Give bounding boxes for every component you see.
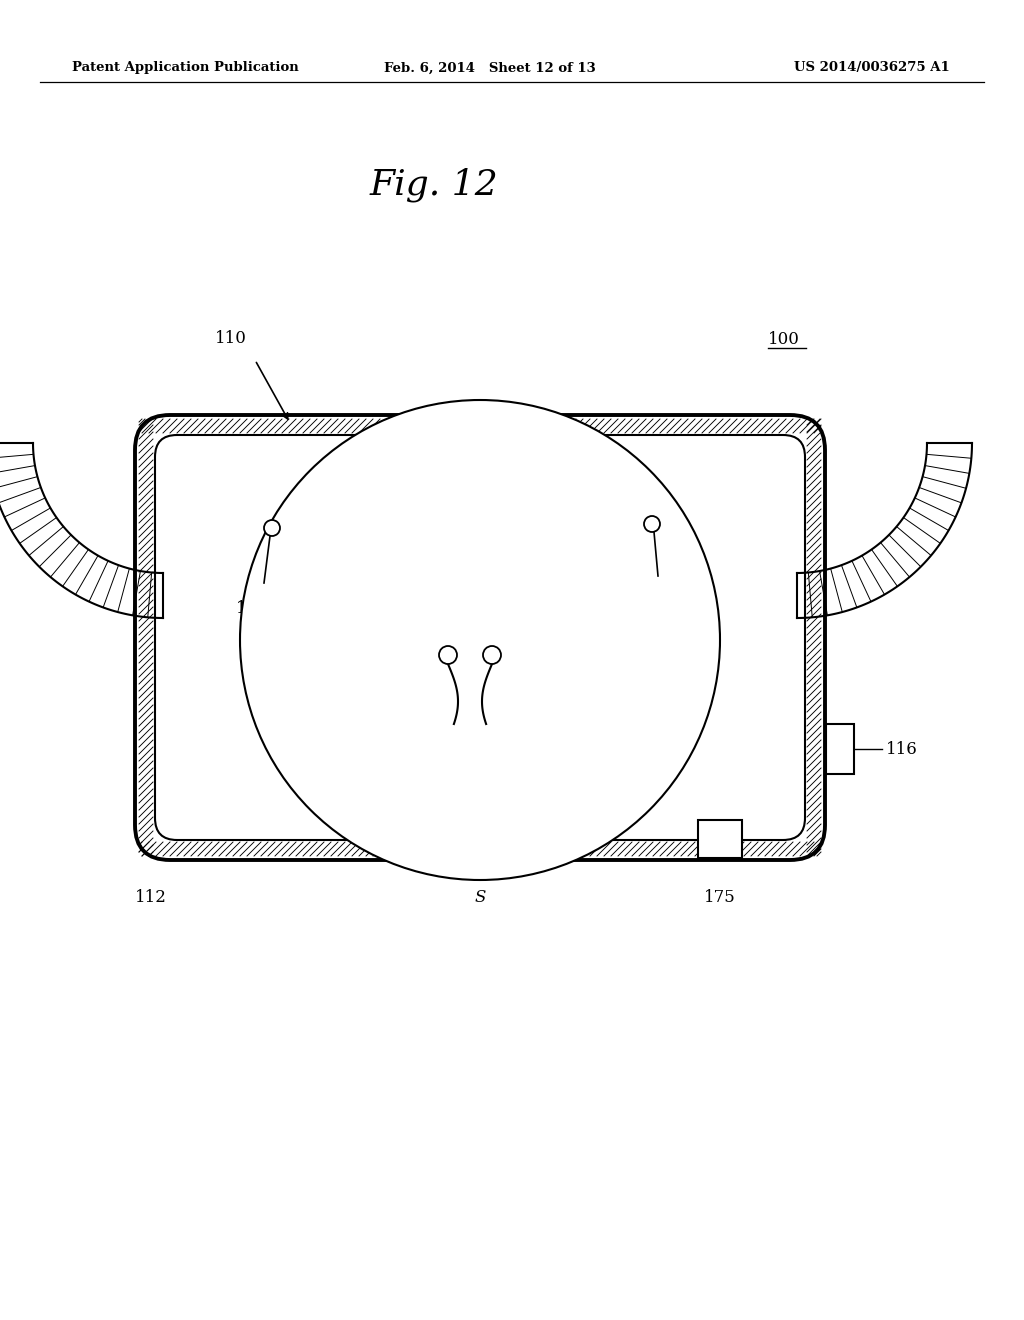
Text: 110: 110	[215, 330, 247, 347]
Bar	[826, 723, 854, 774]
Circle shape	[439, 645, 457, 664]
Text: 100: 100	[768, 331, 800, 348]
Text: S: S	[474, 890, 485, 907]
Text: Feb. 6, 2014   Sheet 12 of 13: Feb. 6, 2014 Sheet 12 of 13	[384, 62, 596, 74]
Text: 130: 130	[454, 756, 486, 774]
Circle shape	[264, 520, 280, 536]
Text: 112: 112	[135, 890, 167, 907]
Circle shape	[483, 645, 501, 664]
Text: 134: 134	[498, 723, 527, 738]
Text: Fig. 12: Fig. 12	[370, 168, 499, 202]
Text: 132: 132	[413, 723, 442, 738]
Circle shape	[240, 400, 720, 880]
Bar	[698, 820, 742, 858]
FancyBboxPatch shape	[135, 414, 825, 861]
Text: US 2014/0036275 A1: US 2014/0036275 A1	[795, 62, 950, 74]
Text: 140: 140	[654, 591, 686, 609]
Circle shape	[644, 516, 660, 532]
Text: 175: 175	[705, 890, 736, 907]
Text: Patent Application Publication: Patent Application Publication	[72, 62, 299, 74]
Text: 116: 116	[886, 741, 918, 758]
Text: 140: 140	[237, 601, 268, 616]
